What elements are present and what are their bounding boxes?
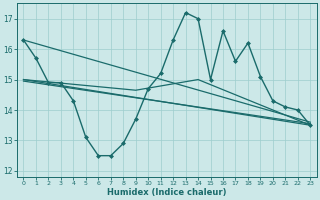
X-axis label: Humidex (Indice chaleur): Humidex (Indice chaleur) (107, 188, 227, 197)
